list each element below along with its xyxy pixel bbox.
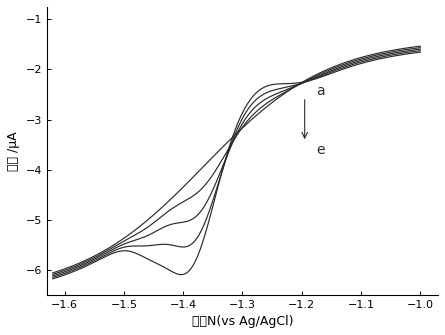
Text: a: a xyxy=(316,83,325,97)
Text: e: e xyxy=(316,142,325,156)
Y-axis label: 电流 /μA: 电流 /μA xyxy=(7,131,20,171)
X-axis label: 电压N(vs Ag/AgCl): 电压N(vs Ag/AgCl) xyxy=(192,315,293,328)
